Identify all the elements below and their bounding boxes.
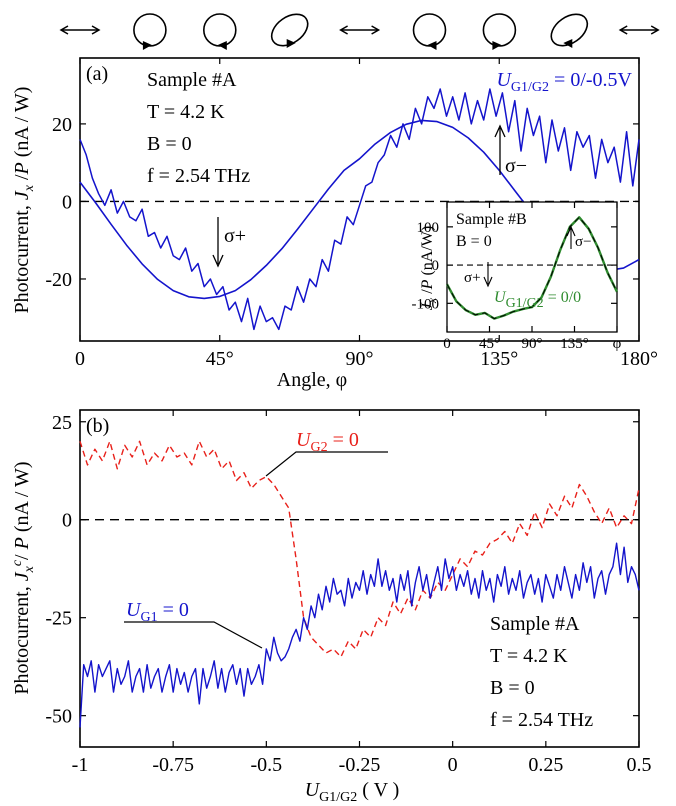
inset-series-label: UG1/G2 = 0/0 (494, 289, 581, 311)
panel-a-xlabel: Angle, φ (277, 369, 347, 391)
x-tick-label: 0 (75, 348, 85, 370)
inset-frame (446, 201, 618, 333)
inset-param-field: B = 0 (456, 233, 492, 250)
series-label-ug2: UG2 = 0 (296, 429, 359, 455)
y-tick-label: -20 (45, 269, 72, 291)
inset-plot-area (445, 216, 619, 320)
y-tick-label: 100 (417, 220, 440, 236)
x-tick-label: 45° (206, 348, 234, 370)
inset-param-sample: Sample #B (456, 211, 527, 228)
inset-chart: 0 45° 90° 135° φ -100 0 100 Sample #B B = 0 UG1… (412, 201, 622, 352)
panel-b-frame (79, 409, 640, 748)
sigma-plus-label: σ+ (224, 225, 246, 247)
polarization-icons-row (59, 13, 660, 50)
series-label-g1g2: UG1/G2 = 0/-0.5V (496, 69, 632, 95)
y-tick-label: 20 (52, 114, 72, 136)
series-label-ug1: UG1 = 0 (126, 599, 189, 625)
panel-a-ylabel: Photocurrent, Jx /P (nA / W) (11, 87, 37, 314)
inset-sigma-minus: σ− (575, 234, 592, 250)
x-tick-label: -0.5 (250, 754, 282, 776)
annotation-sigma-minus: σ− (494, 124, 527, 177)
label-ug1: UG1 = 0 (124, 599, 263, 649)
x-tick-label: 45° (479, 336, 500, 352)
double-arrow-horizontal-icon (59, 25, 101, 35)
double-arrow-horizontal-icon (618, 25, 660, 35)
panel-a-params: Sample #A T = 4.2 K B = 0 f = 2.54 THz (147, 69, 250, 187)
x-tick-label: 135° (560, 336, 589, 352)
ellipse-ccw-icon (412, 13, 447, 50)
ellipse-ccw-icon (203, 13, 237, 50)
x-tick-label: 90° (522, 336, 543, 352)
label-ug2: UG2 = 0 (265, 429, 388, 477)
x-tick-label: 180° (620, 348, 658, 370)
panel-a-label: (a) (86, 63, 108, 85)
inset-sigma-plus: σ+ (464, 270, 481, 286)
ellipse-cw-icon (482, 13, 517, 50)
panel-b-plot-area (79, 440, 640, 728)
x-tick-label: -1 (72, 754, 89, 776)
y-tick-label: 0 (62, 510, 72, 532)
b-param-field: B = 0 (490, 677, 535, 699)
y-tick-label: -25 (45, 608, 72, 630)
b-param-sample: Sample #A (490, 613, 580, 635)
ellipse-tilted-cw-icon (270, 13, 309, 48)
double-arrow-horizontal-icon (339, 25, 381, 35)
b-param-frequency: f = 2.54 THz (490, 709, 593, 731)
ellipse-cw-icon (133, 13, 167, 50)
panel-b-label: (b) (86, 415, 109, 437)
x-tick-label: 0.5 (627, 754, 652, 776)
panel-b-xlabel: UG1/G2 ( V ) (305, 779, 400, 805)
sigma-minus-label: σ− (505, 155, 527, 177)
x-tick-label: 0.25 (528, 754, 563, 776)
panel-b-params: Sample #A T = 4.2 K B = 0 f = 2.54 THz (490, 613, 593, 731)
x-tick-label: -0.25 (339, 754, 381, 776)
x-tick-label: 0 (443, 336, 451, 352)
param-field: B = 0 (147, 133, 192, 155)
param-frequency: f = 2.54 THz (147, 165, 250, 187)
series-line-u-g1-0 (79, 542, 640, 728)
y-tick-label: -50 (45, 706, 72, 728)
x-tick-label: φ (613, 336, 622, 352)
x-tick-label: 135° (480, 348, 518, 370)
inset-annotation-sigma-minus: σ− (566, 225, 592, 250)
panel-b-ylabel: Photocurrent, Jxc/ P (nA / W) (10, 461, 37, 694)
y-tick-label: 0 (62, 191, 72, 213)
y-tick-label: 25 (52, 412, 72, 434)
x-tick-label: 0 (448, 754, 458, 776)
param-temperature: T = 4.2 K (147, 101, 225, 123)
param-sample: Sample #A (147, 69, 237, 91)
y-tick-label: -100 (412, 296, 440, 312)
inset-axes: 0 45° 90° 135° φ -100 0 100 (412, 202, 622, 352)
inset-annotation-sigma-plus: σ+ (464, 262, 493, 288)
b-param-temperature: T = 4.2 K (490, 645, 568, 667)
series-line-inset-fit (446, 216, 618, 320)
series-line-u-g1-g2-0-0-5v (79, 88, 640, 331)
inset-ylabel: Jx /P (nA/W) (419, 226, 439, 310)
annotation-sigma-plus: σ+ (212, 217, 246, 268)
series-line-u-g2-0 (79, 440, 640, 658)
ellipse-tilted-ccw-icon (550, 13, 589, 48)
x-tick-label: -0.75 (152, 754, 194, 776)
y-tick-label: 0 (432, 258, 440, 274)
panel-b: (b) -1 -0.75 -0.5 -0.25 0 0.25 0.5 -50 -25 0 25 Sa… (10, 409, 652, 805)
x-tick-label: 90° (346, 348, 374, 370)
